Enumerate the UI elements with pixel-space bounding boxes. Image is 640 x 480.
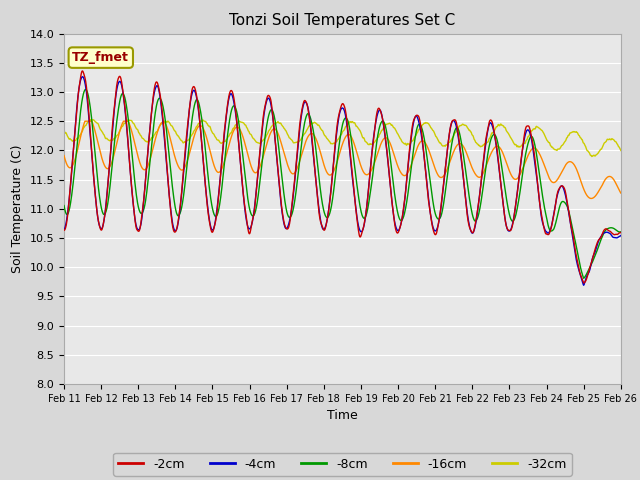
Text: TZ_fmet: TZ_fmet bbox=[72, 51, 129, 64]
Legend: -2cm, -4cm, -8cm, -16cm, -32cm: -2cm, -4cm, -8cm, -16cm, -32cm bbox=[113, 453, 572, 476]
X-axis label: Time: Time bbox=[327, 409, 358, 422]
Y-axis label: Soil Temperature (C): Soil Temperature (C) bbox=[11, 144, 24, 273]
Title: Tonzi Soil Temperatures Set C: Tonzi Soil Temperatures Set C bbox=[229, 13, 456, 28]
